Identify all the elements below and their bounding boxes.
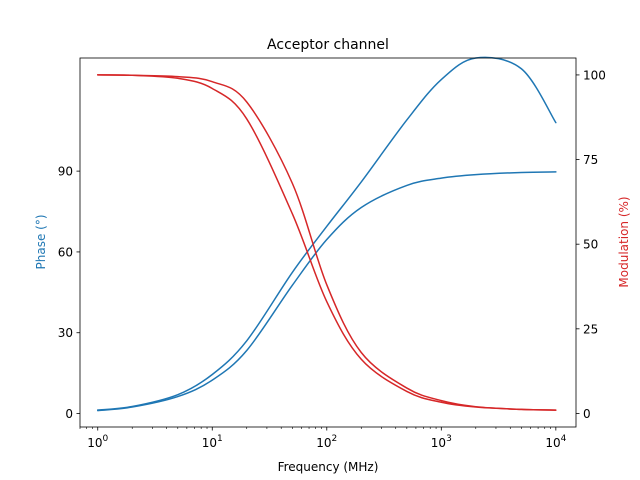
left-axis-label: Phase (°) [34,214,48,269]
left-tick-label: 0 [65,407,73,421]
right-tick-label: 50 [583,238,598,252]
left-tick-label: 90 [58,165,73,179]
modulation-line-4 [96,74,557,411]
left-tick-label: 60 [58,245,73,259]
chart-title: Acceptor channel [267,37,389,53]
plot-frame [79,57,577,428]
x-axis-label: Frequency (MHz) [278,460,379,474]
left-tick-label: 30 [58,326,73,340]
right-tick-label: 25 [583,322,598,336]
right-tick-label: 0 [583,407,591,421]
right-axis-ticks: 0 25 50 75 100 [576,68,606,421]
right-tick-label: 100 [583,68,606,82]
left-axis-ticks: 0 30 60 90 [58,165,80,421]
right-tick-label: 75 [583,153,598,167]
phase-line-1 [96,171,557,412]
right-axis-label: Modulation (%) [617,196,631,287]
